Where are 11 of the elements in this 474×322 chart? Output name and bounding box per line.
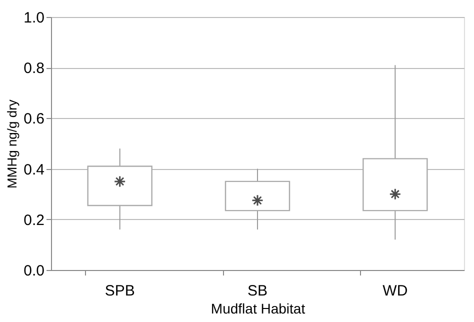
y-axis-title: MMHg ng/g dry (4, 99, 20, 188)
x-axis-title: Mudflat Habitat (210, 300, 306, 316)
y-tick-label: 0.8 (24, 60, 44, 78)
x-tick-label: WD (382, 282, 408, 300)
y-tick-label: 0.0 (24, 262, 44, 280)
y-tick-label: 1.0 (24, 10, 44, 26)
y-tick-label: 0.2 (24, 212, 44, 229)
y-tick-label: 0.4 (24, 161, 44, 178)
x-tick-label: SB (247, 282, 268, 300)
x-tick-label: SPB (104, 282, 135, 300)
y-tick-label: 0.6 (24, 110, 44, 128)
